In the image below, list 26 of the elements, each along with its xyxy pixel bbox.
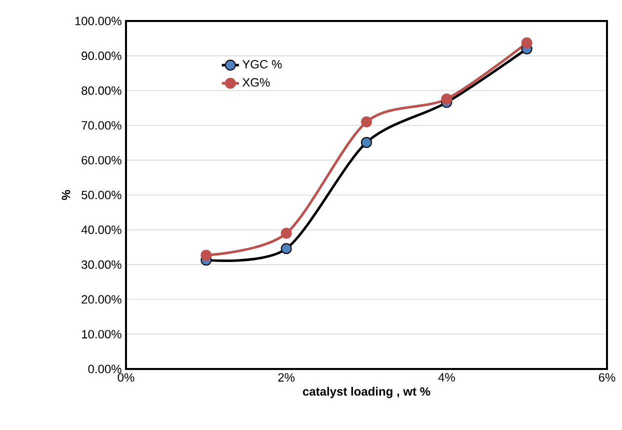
- y-tick-label: 70.00%: [82, 121, 122, 130]
- y-tick-label: 100.00%: [75, 16, 122, 26]
- x-tick-label: 4%: [438, 373, 455, 382]
- point: [361, 136, 372, 148]
- y-tick-label: 50.00%: [82, 190, 122, 200]
- x-axis-title: catalyst loading , wt %: [302, 386, 430, 398]
- y-tick-label: 10.00%: [82, 330, 122, 338]
- point: [200, 250, 212, 261]
- point: [280, 228, 292, 239]
- x-tick-label: 6%: [598, 373, 616, 382]
- y-tick-label: 30.00%: [82, 260, 122, 269]
- point: [441, 93, 452, 104]
- point: [361, 116, 372, 128]
- y-tick-label: 60.00%: [82, 156, 122, 164]
- y-tick-label: 40.00%: [81, 226, 122, 234]
- y-tick-label: 20.00%: [82, 295, 122, 304]
- legend-label: XG%: [242, 78, 270, 87]
- y-tick-label: 80.00%: [82, 86, 122, 95]
- point: [280, 243, 292, 254]
- point: [521, 37, 532, 48]
- x-tick-label: 2%: [278, 373, 295, 382]
- legend-label: YGC %: [242, 60, 282, 68]
- x-tick-label: 0%: [118, 373, 134, 382]
- y-tick-label: 0.00%: [88, 364, 122, 374]
- y-tick-label: 90.00%: [82, 52, 122, 60]
- y-axis-title: %: [62, 190, 70, 200]
